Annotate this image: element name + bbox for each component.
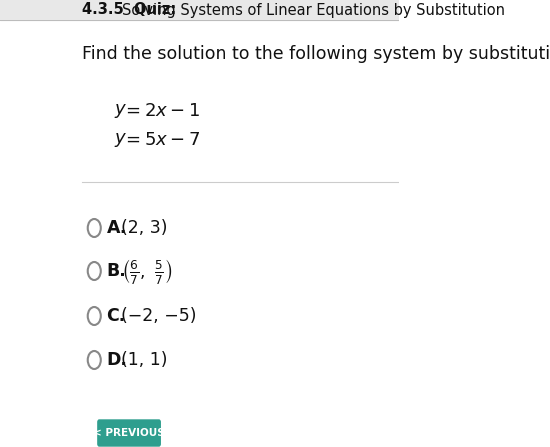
Text: $y$: $y$ bbox=[114, 131, 127, 149]
Text: B.: B. bbox=[107, 262, 126, 280]
Text: (1, 1): (1, 1) bbox=[121, 351, 168, 369]
Text: < PREVIOUS: < PREVIOUS bbox=[93, 428, 165, 438]
FancyBboxPatch shape bbox=[98, 420, 160, 446]
Text: $= 2x - 1$: $= 2x - 1$ bbox=[122, 102, 200, 120]
Text: $= 5x - 7$: $= 5x - 7$ bbox=[122, 131, 200, 149]
Text: (−2, −5): (−2, −5) bbox=[121, 307, 196, 325]
Text: Find the solution to the following system by substitution: Find the solution to the following syste… bbox=[82, 45, 550, 63]
Text: D.: D. bbox=[107, 351, 128, 369]
Text: 4.3.5  Quiz:: 4.3.5 Quiz: bbox=[82, 3, 176, 17]
Text: $\left(\frac{6}{7},\ \frac{5}{7}\right)$: $\left(\frac{6}{7},\ \frac{5}{7}\right)$ bbox=[121, 257, 172, 286]
Text: C.: C. bbox=[107, 307, 126, 325]
Text: (2, 3): (2, 3) bbox=[121, 219, 168, 237]
Text: A.: A. bbox=[107, 219, 127, 237]
Text: $y$: $y$ bbox=[114, 102, 127, 120]
Text: Solving Systems of Linear Equations by Substitution: Solving Systems of Linear Equations by S… bbox=[122, 3, 505, 17]
Bar bbox=[0, 0, 399, 20]
